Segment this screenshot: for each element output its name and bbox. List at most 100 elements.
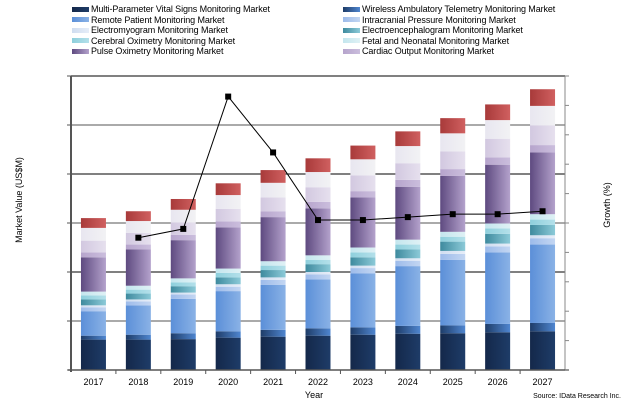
bar-segment <box>125 221 151 233</box>
bar-segment <box>350 175 376 192</box>
bar-segment <box>305 255 331 260</box>
bar-segment <box>485 252 511 324</box>
bar-segment <box>530 125 556 146</box>
bar-segment <box>485 138 511 158</box>
bars <box>80 89 556 370</box>
bar-segment <box>125 293 151 300</box>
growth-marker <box>315 217 321 224</box>
bar-segment <box>530 152 556 215</box>
bar-segment <box>530 89 556 106</box>
bar-segment <box>440 151 466 170</box>
x-tick-labels: 2017 2018 2019 2020 2021 2022 2023 2024 2025 2026… <box>83 377 552 387</box>
bar-2022 <box>305 158 331 370</box>
bar-segment <box>215 286 241 292</box>
bar-segment <box>530 322 556 332</box>
bar-2027 <box>530 89 556 370</box>
legend-item: Multi-Parameter Vital Signs Monitoring M… <box>72 4 270 14</box>
bar-2021 <box>260 170 286 370</box>
bar-segment <box>485 246 511 253</box>
x-tick-label: 2023 <box>353 377 373 387</box>
bar-segment <box>485 233 511 244</box>
legend-item: Electromyogram Monitoring Market <box>72 25 228 35</box>
bar-segment <box>305 264 331 272</box>
growth-marker <box>539 208 546 215</box>
bar-segment <box>530 145 556 153</box>
x-tick-label: 2022 <box>308 377 328 387</box>
bar-segment <box>80 240 106 253</box>
bar-segment <box>125 289 151 294</box>
bar-segment <box>170 240 196 279</box>
growth-line <box>135 93 546 241</box>
legend-label: Electromyogram Monitoring Market <box>91 25 228 35</box>
bar-segment <box>80 311 106 336</box>
bar-segment <box>440 118 466 134</box>
growth-marker <box>225 93 232 100</box>
bar-segment <box>125 299 151 302</box>
legend-swatch <box>343 48 360 54</box>
legend-label: Pulse Oximetry Monitoring Market <box>91 46 224 56</box>
legend-item: Pulse Oximetry Monitoring Market <box>72 46 223 56</box>
legend-item: Wireless Ambulatory Telemetry Monitoring… <box>343 4 555 14</box>
chart-legend: Multi-Parameter Vital Signs Monitoring M… <box>0 0 624 66</box>
bar-segment <box>530 238 556 245</box>
legend-swatch <box>72 38 89 43</box>
bar-segment <box>350 257 376 266</box>
bar-segment <box>395 131 421 147</box>
bar-segment <box>260 279 286 285</box>
bar-segment <box>485 228 511 234</box>
bar-segment <box>215 195 241 209</box>
bar-segment <box>440 325 466 334</box>
bar-segment <box>530 105 556 126</box>
bar-segment <box>305 201 331 209</box>
bar-segment <box>80 299 106 306</box>
bar-segment <box>485 104 511 121</box>
bar-segment <box>170 294 196 299</box>
bar-segment <box>170 209 196 223</box>
bar-segment <box>80 257 106 292</box>
legend-swatch <box>72 6 89 12</box>
bar-segment <box>350 268 376 274</box>
bar-segment <box>170 282 196 287</box>
bar-segment <box>395 325 421 334</box>
bar-segment <box>485 223 511 229</box>
legend-swatch <box>72 27 89 33</box>
legend-label: Cerebral Oximetry Monitoring Market <box>91 35 236 46</box>
bar-segment <box>440 169 466 176</box>
legend-item: Fetal and Neonatal Monitoring Market <box>343 36 509 46</box>
bar-segment <box>80 291 106 296</box>
bar-segment <box>395 258 421 261</box>
legend-label: Wireless Ambulatory Telemetry Monitoring… <box>362 4 556 14</box>
bar-segment <box>395 239 421 245</box>
bar-segment <box>80 335 106 340</box>
source-note: Source: IData Research Inc. <box>533 393 621 400</box>
legend-swatch <box>343 38 360 43</box>
bar-segment <box>215 208 241 222</box>
x-axis-title: Year <box>305 390 323 400</box>
bar-segment <box>305 259 331 265</box>
bar-segment <box>305 279 331 329</box>
bar-segment <box>305 208 331 256</box>
y2-axis-title: Growth (%) <box>602 182 612 228</box>
bar-segment <box>350 273 376 328</box>
bar-segment <box>170 298 196 334</box>
bar-segment <box>80 339 106 370</box>
bar-segment <box>170 234 196 241</box>
legend-label: Fetal and Neonatal Monitoring Market <box>362 35 509 46</box>
growth-marker <box>135 234 142 241</box>
y-axis-title: Market Value (US$M) <box>14 157 24 243</box>
bar-segment <box>395 244 421 250</box>
bar-segment <box>530 331 556 370</box>
bar-2019 <box>170 198 196 370</box>
bar-segment <box>350 247 376 253</box>
bar-segment <box>305 328 331 336</box>
growth-marker <box>404 214 411 221</box>
bar-segment <box>125 244 151 250</box>
x-tick-label: 2026 <box>488 377 508 387</box>
bar-segment <box>395 333 421 370</box>
bar-2025 <box>440 118 466 370</box>
bar-segment <box>260 265 286 271</box>
bar-segment <box>125 211 151 222</box>
bar-2023 <box>350 145 376 370</box>
bar-segment <box>395 260 421 267</box>
